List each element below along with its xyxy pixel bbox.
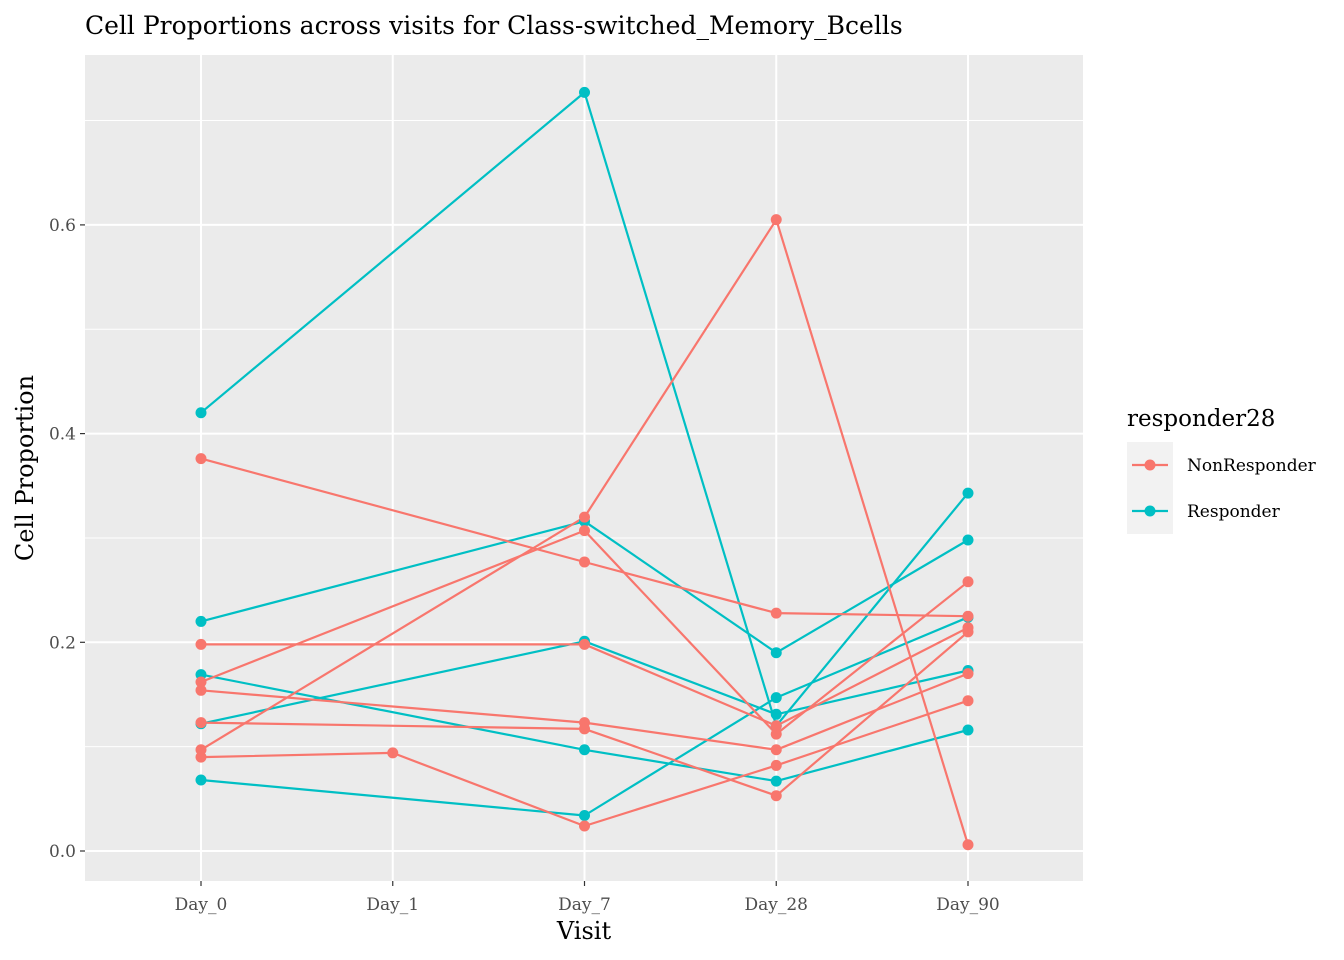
data-point-responder [770,708,782,720]
series-line-responder [200,91,969,727]
legend-key-point [1144,505,1156,517]
data-point-nonresponder [962,839,974,851]
data-point-nonresponder [770,744,782,756]
y-tick-label: 0.4 [49,425,76,445]
data-point-responder [770,692,782,704]
data-point-responder [579,86,590,98]
data-point-responder [770,775,782,787]
series-points [195,86,974,851]
data-point-nonresponder [770,728,782,740]
data-point-nonresponder [962,610,974,622]
data-point-nonresponder [962,576,974,588]
series-line-responder [200,673,969,783]
data-point-nonresponder [770,759,782,771]
legend-label: NonResponder [1187,456,1317,476]
y-axis-title: Cell Proportion [11,375,39,561]
data-point-nonresponder [195,638,207,650]
data-point-responder [962,487,974,499]
data-point-nonresponder [770,790,782,802]
x-tick-label: Day_28 [744,895,808,915]
legend-title: responder28 [1127,406,1275,432]
series-line-nonresponder [201,626,969,727]
data-point-responder [962,534,974,546]
data-point-responder [579,810,590,822]
data-point-nonresponder [195,751,207,763]
y-tick-label: 0.2 [49,633,76,653]
x-axis-title: Visit [556,917,612,945]
y-tick-label: 0.6 [49,216,76,236]
x-tick-label: Day_1 [366,895,419,915]
x-tick-label: Day_0 [175,895,228,915]
series-line-nonresponder [200,672,969,751]
data-point-responder [195,774,207,786]
data-point-nonresponder [195,453,207,465]
data-point-nonresponder [770,607,782,619]
series-line-nonresponder [200,631,969,797]
data-point-nonresponder [962,626,974,638]
data-point-nonresponder [962,695,974,707]
data-point-nonresponder [579,638,590,650]
y-axis: 0.0 0.2 0.4 0.6 [49,216,85,862]
data-point-nonresponder [579,723,590,735]
data-point-responder [195,615,207,627]
legend-key-point [1144,459,1156,471]
data-point-responder [962,724,974,736]
y-tick-label: 0.0 [49,842,76,862]
data-point-nonresponder [579,556,590,568]
chart-title: Cell Proportions across visits for Class… [85,11,903,40]
data-point-nonresponder [579,820,590,832]
data-point-nonresponder [195,684,207,696]
data-point-responder [579,744,590,756]
x-tick-label: Day_90 [936,895,1000,915]
series-line-responder [200,640,969,725]
data-point-nonresponder [770,720,782,732]
data-point-nonresponder [770,214,782,226]
data-point-responder [195,407,207,419]
gridlines [85,55,1083,881]
data-point-nonresponder [195,717,207,729]
x-axis: Day_0 Day_1 Day_7 Day_28 Day_90 [175,881,1000,915]
data-point-nonresponder [387,747,399,759]
data-point-nonresponder [579,525,590,537]
x-tick-label: Day_7 [558,895,611,915]
data-point-responder [770,647,782,659]
data-point-nonresponder [195,676,207,688]
series-line-nonresponder [200,218,970,846]
legend-label: Responder [1187,502,1281,522]
series-line-nonresponder [200,529,969,736]
legend: responder28 NonResponder Responder [1127,406,1317,534]
data-point-nonresponder [579,511,590,523]
series-line-nonresponder [200,457,969,618]
series-lines [200,91,970,846]
data-point-nonresponder [962,668,974,680]
